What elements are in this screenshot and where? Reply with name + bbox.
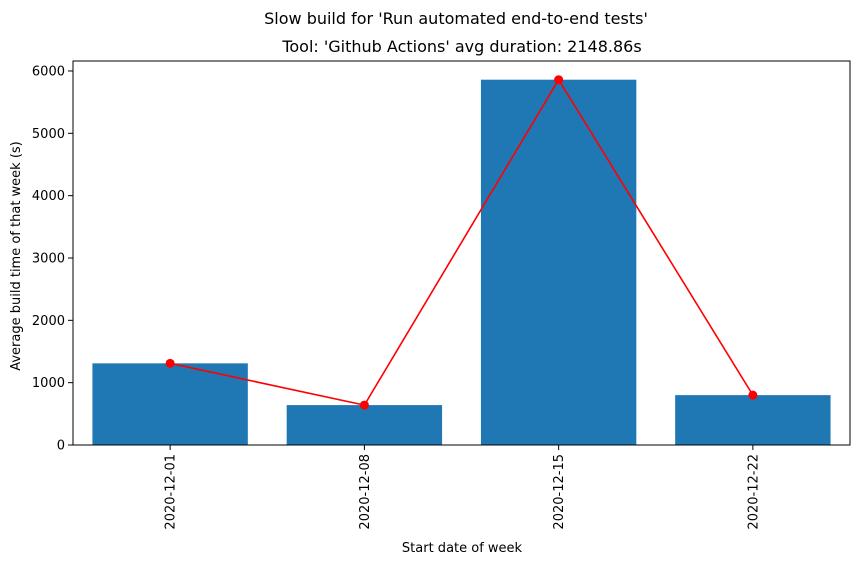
y-tick-label-0: 0 xyxy=(57,439,65,454)
axes-frame xyxy=(72,60,851,446)
y-axis-label: Average build time of that week (s) xyxy=(9,141,24,371)
x-tick-label-2020-12-15: 2020-12-15 xyxy=(552,454,567,530)
line-point-2020-12-01 xyxy=(165,358,175,368)
chart-title: Tool: 'Github Actions' avg duration: 214… xyxy=(281,37,641,56)
x-tick-label-2020-12-22: 2020-12-22 xyxy=(746,454,761,530)
y-tick-label-3000: 3000 xyxy=(32,251,65,266)
y-tick-label-2000: 2000 xyxy=(32,314,65,329)
x-tick-label-2020-12-01: 2020-12-01 xyxy=(164,454,179,530)
x-axis-label: Start date of week xyxy=(402,541,523,556)
line-point-2020-12-08 xyxy=(359,400,369,410)
bar-2020-12-15 xyxy=(480,79,637,445)
bar-2020-12-22 xyxy=(675,395,831,445)
line-point-2020-12-15 xyxy=(554,75,564,85)
y-tick-label-4000: 4000 xyxy=(32,189,65,204)
y-tick-label-1000: 1000 xyxy=(32,376,65,391)
chart-suptitle: Slow build for 'Run automated end-to-end… xyxy=(264,9,648,28)
trend-line xyxy=(169,78,754,407)
x-tick-label-2020-12-08: 2020-12-08 xyxy=(358,454,373,530)
bar-2020-12-08 xyxy=(286,405,443,445)
plot-area: 0 1000 2000 3000 4000 5000 6000 2020-12-01 2020-… xyxy=(32,60,851,530)
y-tick-label-5000: 5000 xyxy=(32,127,65,142)
y-tick-label-6000: 6000 xyxy=(32,64,65,79)
line-point-2020-12-22 xyxy=(748,390,758,400)
bar-2020-12-01 xyxy=(92,363,248,445)
